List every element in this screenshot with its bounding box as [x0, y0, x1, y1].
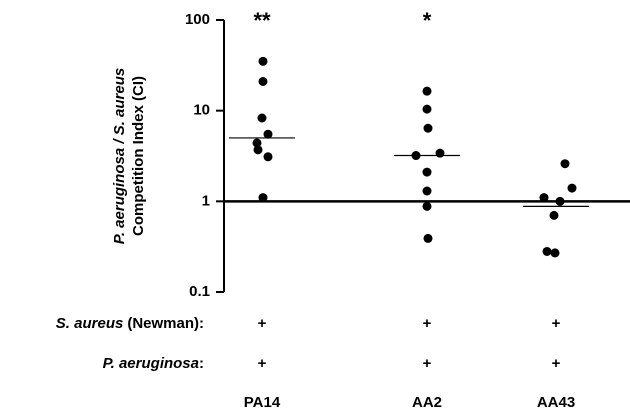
data-point — [423, 233, 433, 243]
data-point — [550, 248, 560, 258]
y-axis-label: Competition Index (CI) — [130, 76, 147, 236]
data-point — [567, 183, 577, 193]
data-point — [435, 148, 445, 158]
data-point — [542, 246, 552, 256]
data-point — [263, 152, 273, 162]
y-tick-label: 100 — [185, 11, 210, 28]
row-mark: + — [552, 355, 561, 372]
x-tick-label: AA43 — [537, 394, 575, 411]
row-mark: + — [258, 315, 267, 332]
data-point — [422, 86, 432, 96]
row-label: S. aureus (Newman): — [56, 315, 204, 332]
data-point — [258, 56, 268, 66]
row-label-plain: : — [199, 355, 204, 372]
data-point — [560, 159, 570, 169]
row-mark: + — [423, 355, 432, 372]
x-tick-label: AA2 — [412, 394, 442, 411]
row-label: P. aeruginosa: — [103, 355, 204, 372]
data-point — [257, 113, 267, 123]
data-point — [422, 186, 432, 196]
row-mark: + — [258, 355, 267, 372]
data-point — [422, 167, 432, 177]
data-point — [423, 123, 433, 133]
data-point — [539, 193, 549, 203]
row-label-plain: (Newman): — [127, 315, 204, 332]
row-mark: + — [552, 315, 561, 332]
y-tick-label: 0.1 — [189, 283, 210, 300]
significance-label: * — [423, 8, 432, 33]
y-tick-label: 10 — [193, 102, 210, 119]
data-point — [252, 138, 262, 148]
row-mark: + — [423, 315, 432, 332]
data-point — [549, 210, 559, 220]
data-point — [258, 193, 268, 203]
x-tick-label: PA14 — [244, 394, 281, 411]
significance-label: ** — [253, 8, 271, 33]
y-axis-label: P. aeruginosa / S. aureus — [111, 68, 128, 244]
y-tick-label: 1 — [202, 192, 210, 209]
data-point — [555, 196, 565, 206]
row-label-italic: P. aeruginosa — [103, 355, 199, 372]
data-point — [253, 145, 263, 155]
data-point — [422, 201, 432, 211]
data-point — [258, 76, 268, 86]
row-label-italic: S. aureus — [56, 315, 124, 332]
data-point — [263, 129, 273, 139]
data-point — [422, 104, 432, 114]
